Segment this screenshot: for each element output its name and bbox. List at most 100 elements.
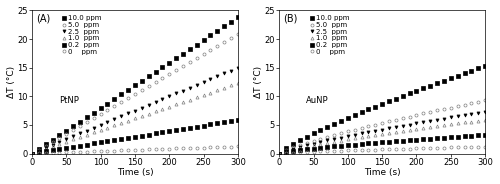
- 0    ppm: [406, 147, 412, 150]
- 1.0  ppm: [132, 117, 138, 119]
- 0    ppm: [400, 148, 406, 150]
- 1.0  ppm: [434, 125, 440, 127]
- 2.5  ppm: [331, 138, 337, 140]
- 0    ppm: [345, 149, 351, 151]
- 10.0 ppm: [118, 93, 124, 96]
- 1.0  ppm: [372, 134, 378, 136]
- 5.0  ppm: [214, 45, 220, 47]
- 5.0  ppm: [352, 129, 358, 131]
- 0    ppm: [420, 147, 426, 149]
- 10.0 ppm: [372, 106, 378, 108]
- 0.2  ppm: [414, 139, 420, 141]
- 2.5  ppm: [352, 134, 358, 136]
- 10.0 ppm: [366, 108, 372, 111]
- 10.0 ppm: [290, 143, 296, 145]
- 0    ppm: [358, 149, 364, 151]
- 2.5  ppm: [310, 142, 316, 145]
- 1.0  ppm: [64, 141, 70, 143]
- 0    ppm: [125, 149, 131, 151]
- 2.5  ppm: [98, 124, 103, 126]
- 5.0  ppm: [366, 125, 372, 127]
- 5.0  ppm: [476, 101, 482, 103]
- 10.0 ppm: [84, 116, 90, 118]
- 10.0 ppm: [331, 123, 337, 125]
- Text: AuNP: AuNP: [306, 96, 328, 105]
- 2.5  ppm: [441, 117, 447, 120]
- 5.0  ppm: [318, 138, 324, 140]
- 10.0 ppm: [310, 132, 316, 135]
- 5.0  ppm: [56, 137, 62, 139]
- 10.0 ppm: [476, 67, 482, 69]
- 1.0  ppm: [173, 103, 179, 105]
- Line: 10.0 ppm: 10.0 ppm: [30, 16, 240, 155]
- 10.0 ppm: [276, 152, 282, 155]
- 5.0  ppm: [427, 111, 433, 113]
- 0.2  ppm: [208, 123, 214, 126]
- 5.0  ppm: [125, 97, 131, 99]
- 1.0  ppm: [118, 122, 124, 124]
- 0.2  ppm: [454, 135, 460, 138]
- 2.5  ppm: [112, 118, 117, 120]
- 0.2  ppm: [64, 147, 70, 149]
- 10.0 ppm: [194, 43, 200, 46]
- 1.0  ppm: [468, 121, 474, 123]
- 2.5  ppm: [29, 152, 35, 155]
- 10.0 ppm: [77, 121, 83, 123]
- 10.0 ppm: [420, 87, 426, 89]
- 2.5  ppm: [476, 112, 482, 114]
- 2.5  ppm: [318, 141, 324, 143]
- 10.0 ppm: [379, 103, 385, 105]
- Y-axis label: ΔT (°C): ΔT (°C): [7, 66, 16, 98]
- 10.0 ppm: [441, 79, 447, 82]
- 5.0  ppm: [297, 144, 303, 146]
- 0.2  ppm: [221, 121, 227, 123]
- 0.2  ppm: [112, 139, 117, 141]
- 0.2  ppm: [297, 149, 303, 151]
- 2.5  ppm: [338, 137, 344, 139]
- 2.5  ppm: [50, 144, 56, 146]
- 5.0  ppm: [64, 132, 70, 135]
- 0.2  ppm: [36, 151, 42, 153]
- 5.0  ppm: [36, 148, 42, 151]
- 1.0  ppm: [36, 150, 42, 152]
- 0    ppm: [132, 149, 138, 151]
- 0.2  ppm: [393, 140, 399, 142]
- 1.0  ppm: [194, 96, 200, 98]
- 1.0  ppm: [318, 143, 324, 145]
- 5.0  ppm: [290, 146, 296, 148]
- 0    ppm: [482, 146, 488, 148]
- 1.0  ppm: [152, 110, 158, 112]
- 0    ppm: [42, 152, 48, 154]
- 10.0 ppm: [132, 84, 138, 86]
- 0.2  ppm: [310, 147, 316, 150]
- 0    ppm: [221, 146, 227, 148]
- Line: 1.0  ppm: 1.0 ppm: [278, 118, 486, 155]
- 0    ppm: [414, 147, 420, 149]
- 2.5  ppm: [400, 125, 406, 127]
- 1.0  ppm: [91, 131, 97, 133]
- 2.5  ppm: [125, 112, 131, 115]
- Text: (A): (A): [36, 13, 51, 23]
- 0.2  ppm: [386, 141, 392, 143]
- 1.0  ppm: [283, 150, 289, 152]
- 0    ppm: [77, 151, 83, 153]
- 2.5  ppm: [146, 104, 152, 106]
- 2.5  ppm: [358, 132, 364, 135]
- 1.0  ppm: [379, 133, 385, 135]
- 1.0  ppm: [482, 119, 488, 121]
- 2.5  ppm: [84, 130, 90, 132]
- 0.2  ppm: [420, 138, 426, 140]
- 5.0  ppm: [228, 37, 234, 40]
- 10.0 ppm: [112, 98, 117, 100]
- 1.0  ppm: [454, 122, 460, 125]
- 10.0 ppm: [125, 89, 131, 91]
- 5.0  ppm: [468, 102, 474, 104]
- 5.0  ppm: [91, 117, 97, 119]
- 5.0  ppm: [104, 109, 110, 111]
- 2.5  ppm: [132, 109, 138, 112]
- 0.2  ppm: [160, 131, 166, 133]
- 0.2  ppm: [290, 150, 296, 152]
- Line: 0.2  ppm: 0.2 ppm: [30, 118, 240, 155]
- 0    ppm: [228, 146, 234, 148]
- 5.0  ppm: [338, 132, 344, 134]
